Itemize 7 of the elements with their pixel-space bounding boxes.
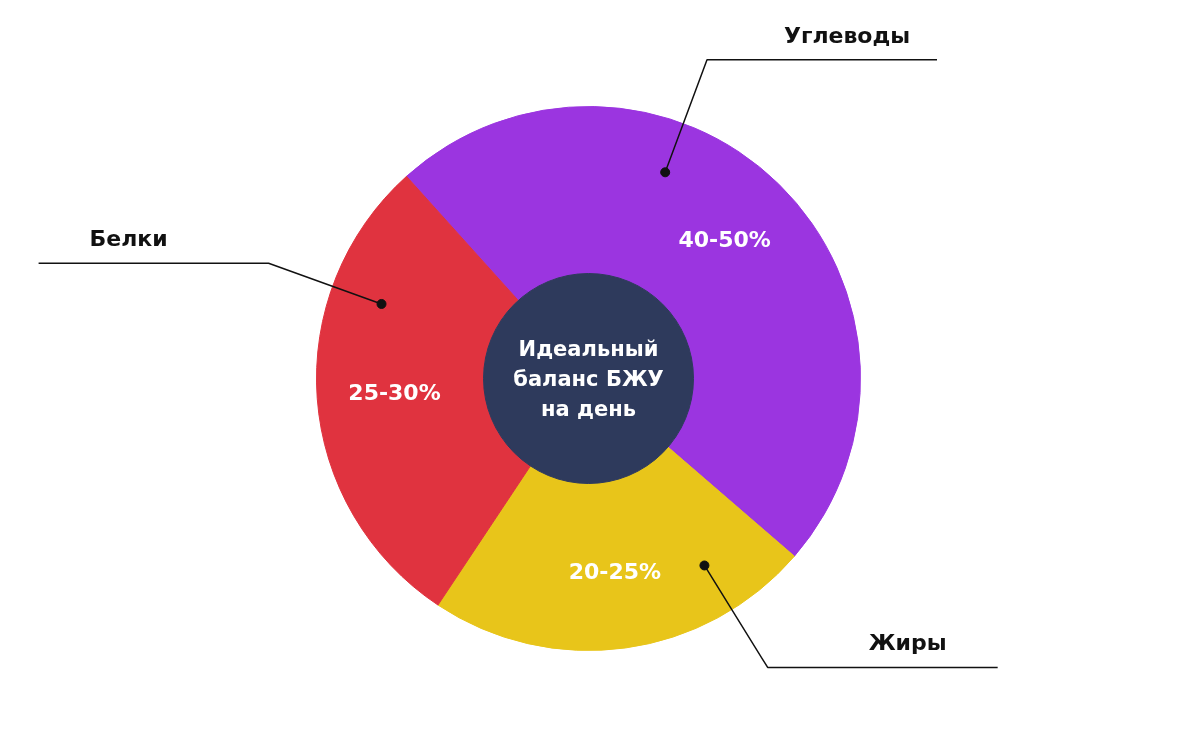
slice-label: Углеводы [783, 22, 911, 48]
text: 40-50% [678, 227, 771, 253]
text: Идеальный баланс БЖУ на день [513, 336, 664, 421]
text: 25-30% [348, 380, 441, 406]
slice-label: Белки [89, 226, 168, 252]
text: 20-25% [568, 558, 662, 584]
slice-label: Жиры [868, 630, 947, 656]
